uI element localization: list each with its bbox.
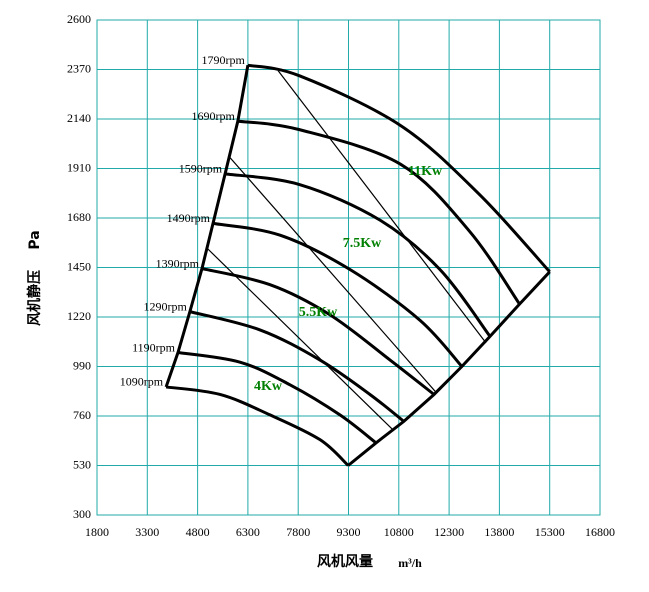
x-tick-label: 7800 — [286, 525, 310, 539]
rpm-curve — [224, 172, 492, 338]
rpm-curve — [247, 63, 551, 273]
power-label: 11Kw — [408, 164, 443, 179]
x-tick-label: 10800 — [384, 525, 414, 539]
power-line — [229, 157, 437, 393]
x-tick-label: 13800 — [484, 525, 514, 539]
power-label: 5.5Kw — [299, 305, 338, 320]
power-line — [277, 70, 487, 344]
right-boundary — [347, 270, 551, 467]
x-tick-label: 3300 — [135, 525, 159, 539]
power-label: 7.5Kw — [343, 236, 382, 251]
x-tick-label: 12300 — [434, 525, 464, 539]
y-tick-label: 2140 — [67, 111, 91, 125]
rpm-label: 1590rpm — [179, 162, 223, 176]
y-axis-label: 风机静压 — [26, 270, 43, 326]
y-tick-label: 1680 — [67, 210, 91, 224]
x-tick-label: 4800 — [186, 525, 210, 539]
left-boundary — [164, 64, 250, 388]
x-tick-label: 15300 — [535, 525, 565, 539]
y-tick-label: 760 — [73, 408, 91, 422]
y-axis-unit: Pa — [27, 230, 43, 249]
y-tick-label: 1450 — [67, 259, 91, 273]
rpm-label: 1290rpm — [144, 299, 188, 313]
rpm-label: 1490rpm — [167, 211, 211, 225]
y-tick-label: 300 — [73, 507, 91, 521]
y-tick-label: 990 — [73, 358, 91, 372]
rpm-label: 1190rpm — [132, 340, 176, 354]
rpm-curve — [201, 267, 435, 396]
plot-frame — [96, 19, 601, 516]
y-tick-label: 530 — [73, 457, 91, 471]
rpm-curve — [237, 119, 521, 305]
x-tick-label: 6300 — [236, 525, 260, 539]
y-tick-label: 1910 — [67, 160, 91, 174]
rpm-curve — [165, 385, 350, 467]
rpm-label: 1690rpm — [191, 109, 235, 123]
rpm-curve — [177, 351, 377, 445]
power-label: 4Kw — [254, 379, 283, 394]
x-axis-unit: m³/h — [398, 556, 422, 570]
x-tick-label: 9300 — [337, 525, 361, 539]
y-tick-label: 2600 — [67, 12, 91, 26]
y-tick-label: 1220 — [67, 309, 91, 323]
power-line — [206, 247, 394, 431]
x-tick-label: 16800 — [585, 525, 615, 539]
rpm-label: 1390rpm — [156, 256, 200, 270]
x-axis-label: 风机风量 — [317, 553, 373, 570]
rpm-curve — [189, 310, 405, 423]
rpm-curve — [212, 221, 463, 368]
rpm-label: 1790rpm — [202, 53, 246, 67]
rpm-label: 1090rpm — [120, 375, 164, 389]
y-tick-label: 2370 — [67, 61, 91, 75]
x-tick-label: 1800 — [85, 525, 109, 539]
